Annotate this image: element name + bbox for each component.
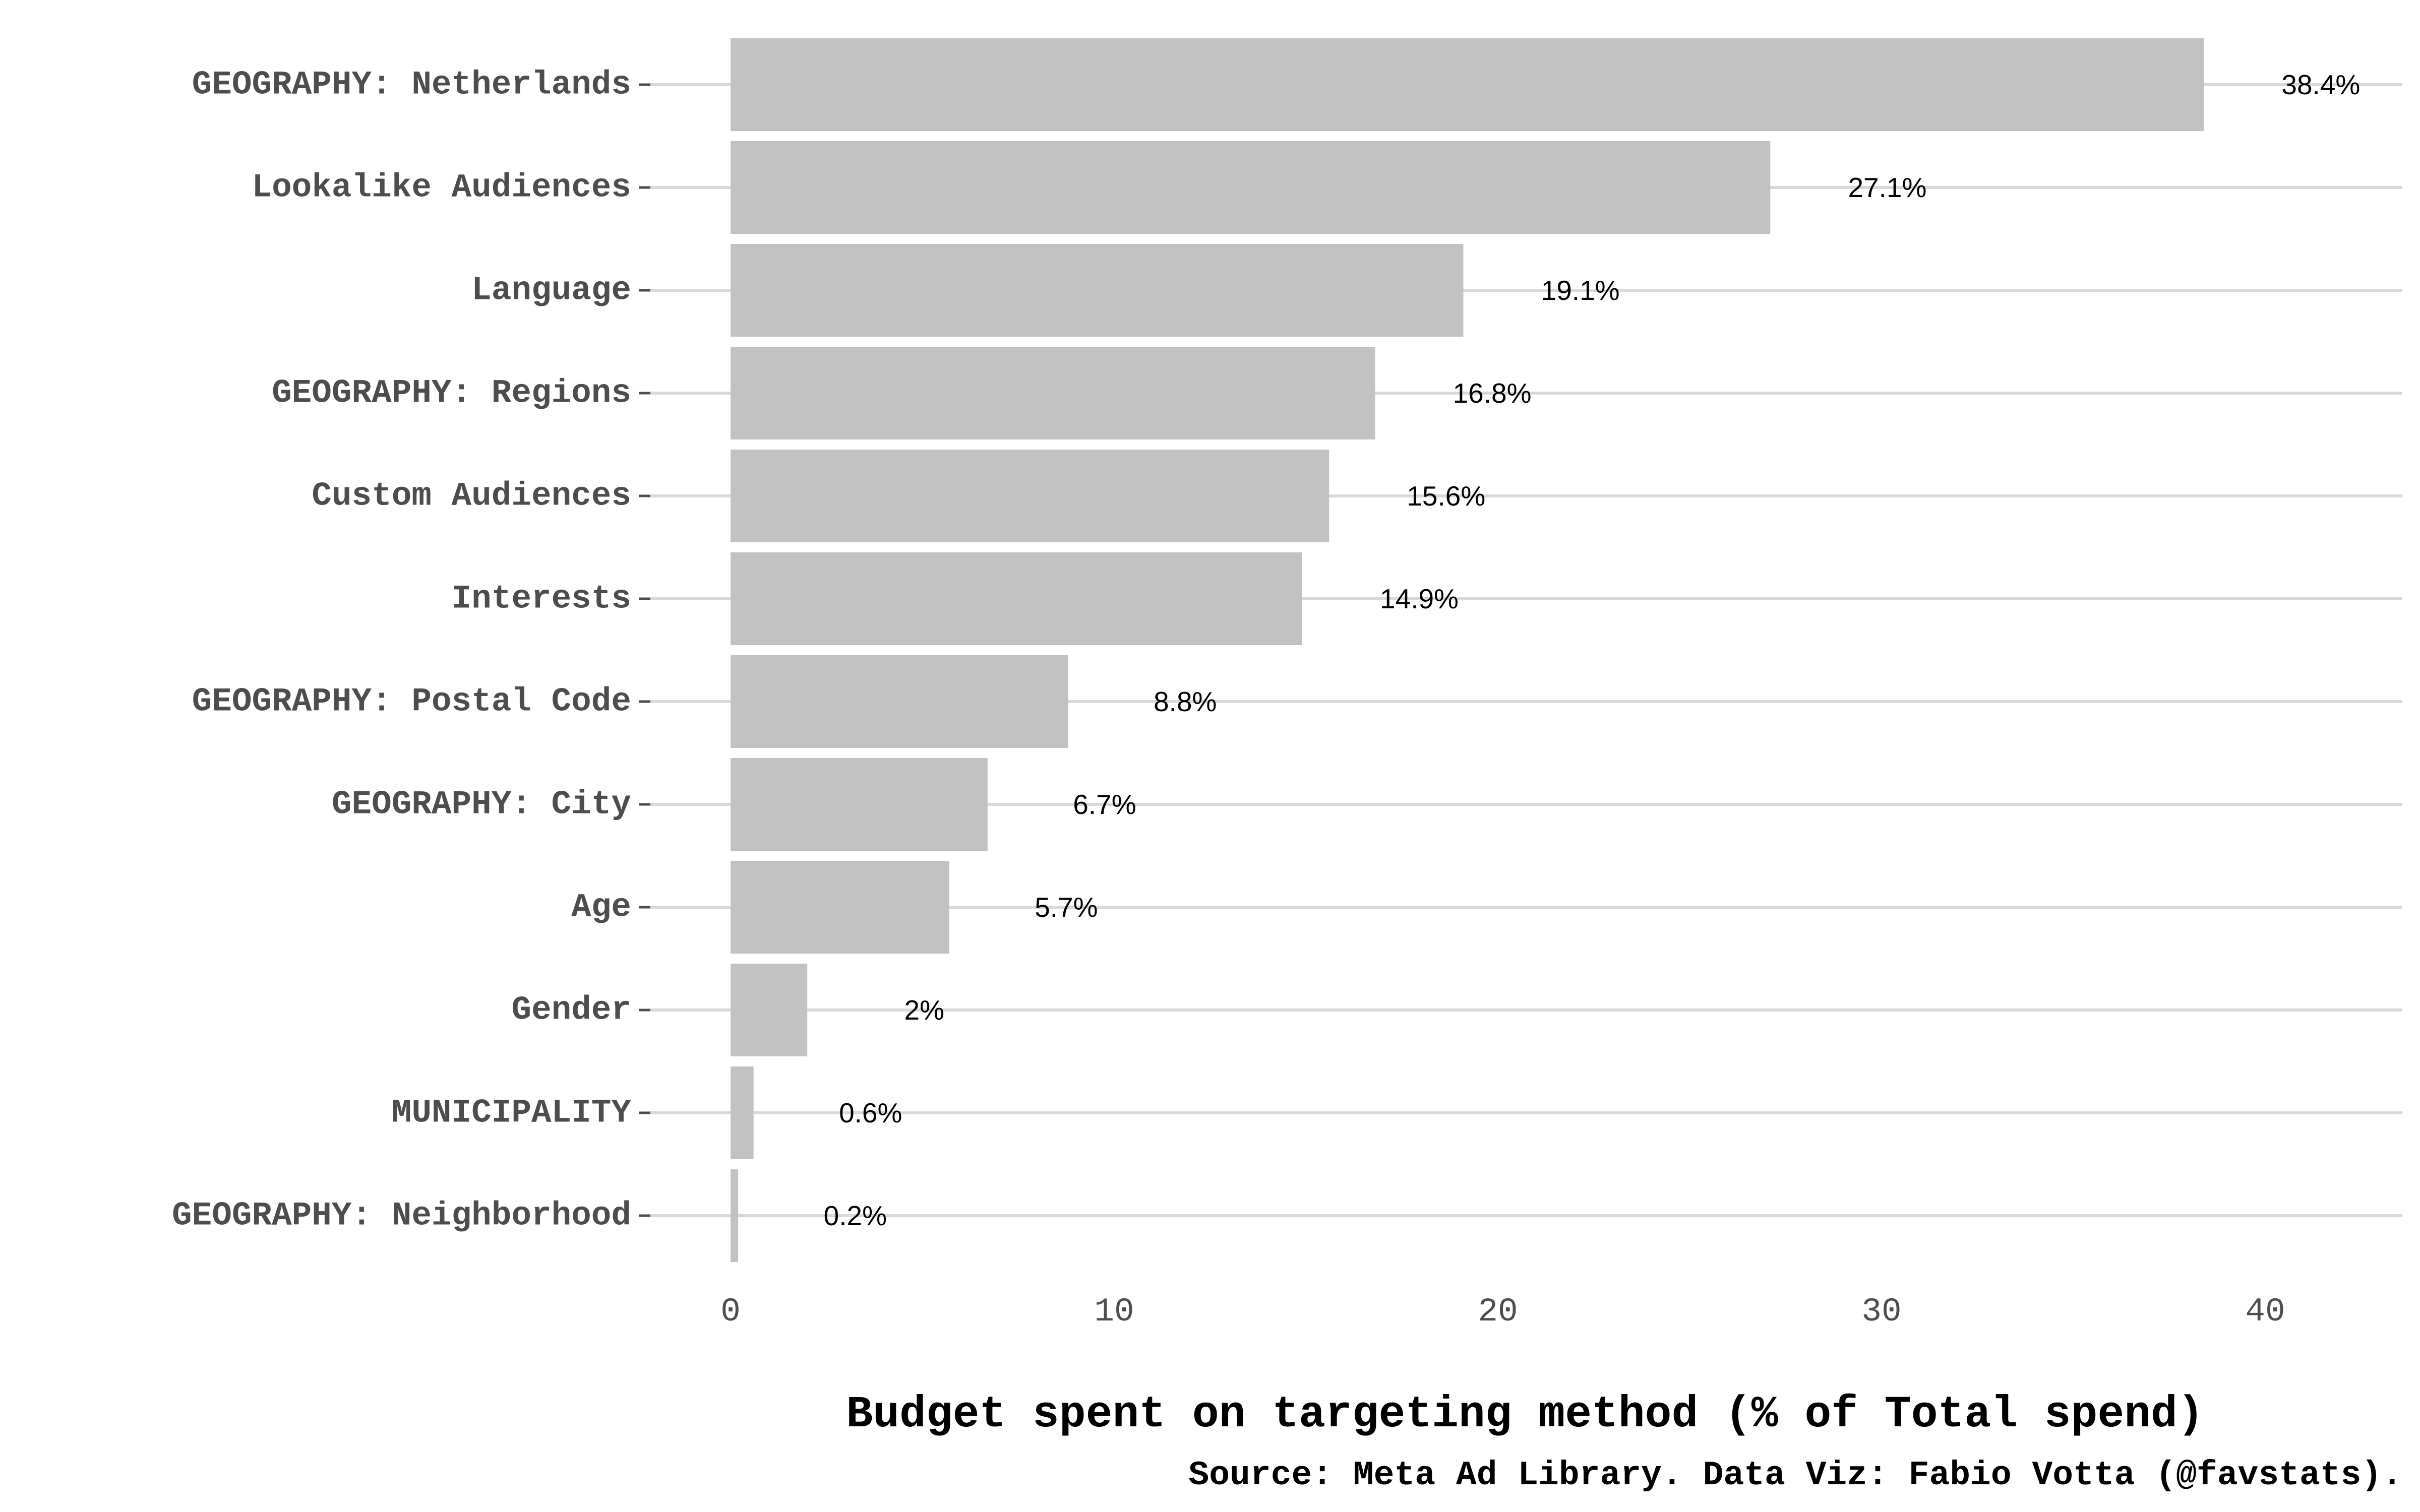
- category-label: Interests: [452, 580, 631, 618]
- bar: [731, 450, 1329, 542]
- value-label: 2%: [904, 994, 945, 1026]
- bars: [731, 38, 2204, 1262]
- category-label: GEOGRAPHY: Neighborhood: [172, 1197, 631, 1235]
- value-label: 19.1%: [1541, 275, 1620, 306]
- bar: [731, 964, 808, 1056]
- bar: [731, 141, 1771, 234]
- category-label: Language: [471, 272, 631, 309]
- bar: [731, 552, 1302, 645]
- caption: Source: Meta Ad Library. Data Viz: Fabio…: [1188, 1456, 2402, 1495]
- category-labels: GEOGRAPHY: Netherlands Lookalike Audience…: [172, 66, 631, 1235]
- bar: [731, 347, 1375, 439]
- x-tick-label: 40: [2245, 1293, 2285, 1331]
- category-label: GEOGRAPHY: Regions: [272, 374, 631, 412]
- value-label: 16.8%: [1453, 377, 1532, 409]
- x-tick-label: 10: [1094, 1293, 1134, 1331]
- x-tick-label: 20: [1478, 1293, 1518, 1331]
- x-axis-title: Budget spent on targeting method (% of T…: [846, 1390, 2204, 1440]
- category-label: Age: [571, 889, 631, 926]
- bar: [731, 861, 949, 954]
- bar: [731, 244, 1464, 337]
- value-label: 0.2%: [824, 1200, 887, 1231]
- x-tick-label: 30: [1861, 1293, 1901, 1331]
- value-label: 5.7%: [1035, 892, 1098, 923]
- value-label: 14.9%: [1380, 583, 1459, 614]
- value-label: 15.6%: [1407, 480, 1485, 512]
- bar: [731, 1066, 754, 1159]
- bar: [731, 655, 1068, 748]
- bar: [731, 758, 988, 851]
- category-label: Lookalike Audiences: [252, 169, 631, 207]
- bar: [731, 1169, 739, 1262]
- x-tick-label: 0: [720, 1293, 741, 1331]
- category-label: Gender: [511, 991, 631, 1029]
- category-label: MUNICIPALITY: [392, 1094, 632, 1132]
- bar: [731, 38, 2204, 131]
- value-label: 6.7%: [1073, 789, 1136, 820]
- category-label: GEOGRAPHY: Netherlands: [192, 66, 631, 104]
- category-label: GEOGRAPHY: City: [332, 786, 631, 824]
- category-label: Custom Audiences: [312, 477, 631, 515]
- x-axis-ticks: 0 10 20 30 40: [720, 1293, 2285, 1331]
- category-label: GEOGRAPHY: Postal Code: [192, 683, 631, 721]
- value-label: 8.8%: [1154, 686, 1217, 717]
- value-label: 0.6%: [839, 1097, 902, 1128]
- value-labels: 38.4% 27.1% 19.1% 16.8% 15.6% 14.9% 8.8% 6.7% 5.…: [824, 69, 2361, 1231]
- value-label: 27.1%: [1848, 172, 1926, 203]
- value-label: 38.4%: [2281, 69, 2360, 100]
